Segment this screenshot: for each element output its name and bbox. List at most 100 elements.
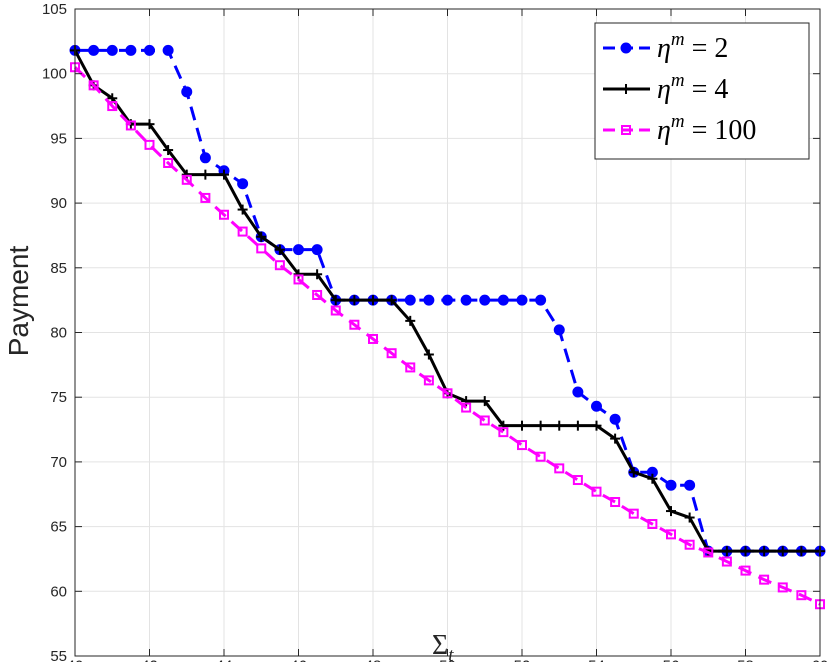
data-point xyxy=(628,508,639,519)
data-point xyxy=(311,244,323,256)
data-point xyxy=(330,305,341,316)
y-tick-label: 95 xyxy=(50,130,67,147)
data-point xyxy=(517,420,527,431)
data-point xyxy=(200,169,211,180)
x-tick-label: 60 xyxy=(812,657,829,662)
data-point xyxy=(647,519,658,530)
x-tick-label: 58 xyxy=(737,657,754,662)
axes-box xyxy=(74,8,821,657)
data-point xyxy=(423,294,435,306)
x-tick-label: 42 xyxy=(141,657,158,662)
legend-marker xyxy=(620,42,632,54)
data-point xyxy=(330,295,341,306)
y-tick-label: 85 xyxy=(50,260,67,277)
data-point xyxy=(144,139,155,150)
data-point xyxy=(777,582,788,593)
data-point xyxy=(125,44,137,56)
data-point xyxy=(237,178,249,190)
data-point xyxy=(181,86,193,98)
data-point xyxy=(88,80,99,91)
legend-marker xyxy=(621,125,631,135)
data-point xyxy=(665,479,677,491)
legend-item: ηm = 100 xyxy=(603,111,756,146)
data-point xyxy=(237,204,248,215)
data-point xyxy=(293,269,304,280)
data-point xyxy=(404,294,416,306)
data-point xyxy=(312,289,323,300)
series-3 xyxy=(70,62,825,610)
data-point xyxy=(442,388,453,399)
data-point xyxy=(666,529,676,540)
data-point xyxy=(106,44,118,56)
data-point xyxy=(163,145,174,156)
data-point xyxy=(516,294,528,306)
data-point xyxy=(219,169,229,180)
data-point xyxy=(610,497,621,508)
series-layer xyxy=(69,44,826,610)
legend-label: ηm = 2 xyxy=(657,29,728,64)
data-point xyxy=(554,463,565,474)
y-tick-label: 75 xyxy=(50,389,67,406)
data-point xyxy=(572,420,583,431)
data-point xyxy=(684,539,695,550)
data-point xyxy=(554,420,565,431)
data-point xyxy=(591,400,602,412)
data-point xyxy=(721,546,732,557)
data-point xyxy=(293,244,304,256)
data-point xyxy=(740,565,751,576)
data-point xyxy=(162,44,174,56)
data-point xyxy=(237,226,248,237)
data-point xyxy=(219,209,229,220)
series-line xyxy=(73,66,821,606)
data-point xyxy=(684,512,695,523)
data-point xyxy=(461,402,472,413)
data-point xyxy=(535,294,547,306)
data-point xyxy=(609,413,621,425)
data-point xyxy=(460,294,472,306)
x-tick-label: 48 xyxy=(365,657,382,662)
data-point xyxy=(572,386,584,398)
y-axis-label: Payment xyxy=(3,246,34,357)
data-point xyxy=(591,420,602,431)
data-point xyxy=(200,192,211,203)
data-point xyxy=(498,427,509,438)
data-point xyxy=(517,440,527,451)
data-point xyxy=(144,119,155,130)
y-tick-label: 55 xyxy=(50,648,67,662)
y-tick-label: 60 xyxy=(50,583,67,600)
legend-item: ηm = 2 xyxy=(603,29,728,64)
data-point xyxy=(796,546,807,557)
data-point xyxy=(572,475,583,486)
data-point xyxy=(386,348,397,359)
data-point xyxy=(256,243,267,254)
data-point xyxy=(274,244,285,255)
legend-label: ηm = 4 xyxy=(657,70,728,105)
data-point xyxy=(535,420,546,431)
data-point xyxy=(553,324,565,336)
x-axis-label-main: Σ xyxy=(432,630,448,661)
y-tick-label: 80 xyxy=(50,325,67,342)
data-point xyxy=(796,590,807,601)
legend-item: ηm = 4 xyxy=(603,70,728,105)
data-point xyxy=(479,294,491,306)
legend-label: ηm = 100 xyxy=(657,111,756,146)
data-point xyxy=(759,574,770,585)
data-point xyxy=(293,274,304,285)
y-tick-label: 65 xyxy=(50,519,67,536)
legend-marker xyxy=(621,84,631,94)
data-point xyxy=(759,546,770,557)
data-point xyxy=(312,269,323,280)
data-point xyxy=(684,479,696,491)
data-point xyxy=(479,396,490,407)
x-axis-label-sub: t xyxy=(448,645,454,662)
y-tick-label: 90 xyxy=(50,195,67,212)
data-point xyxy=(144,44,155,56)
data-point xyxy=(628,467,639,478)
data-point xyxy=(256,231,267,242)
data-point xyxy=(647,473,658,484)
data-point xyxy=(666,506,676,517)
data-point xyxy=(163,157,174,168)
data-point xyxy=(368,295,378,306)
x-tick-label: 56 xyxy=(663,657,680,662)
data-point xyxy=(125,120,136,131)
